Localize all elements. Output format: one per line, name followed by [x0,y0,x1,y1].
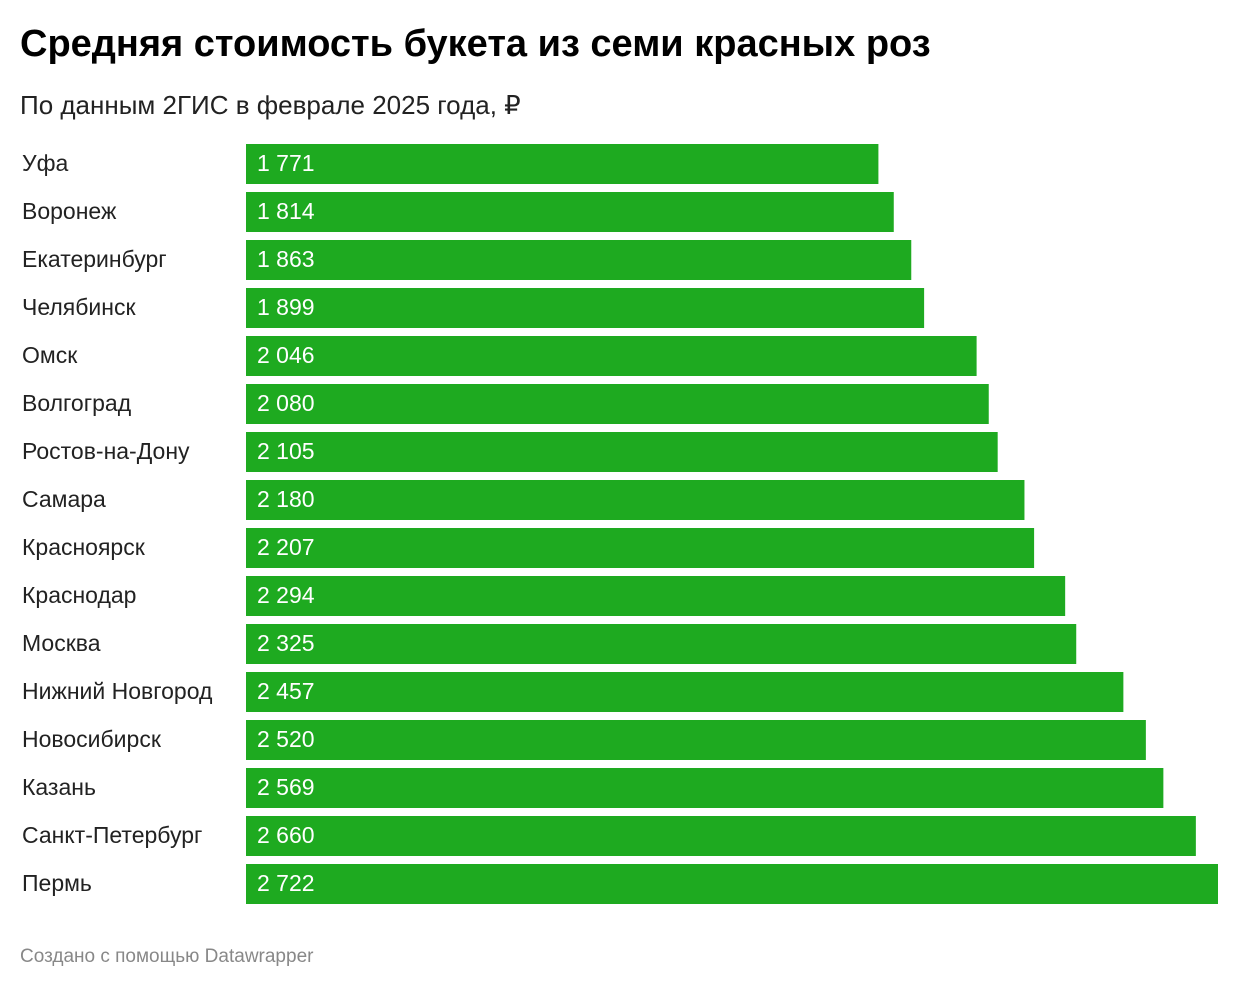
bar [246,672,1124,712]
category-label: Челябинск [22,294,136,320]
value-label: 2 207 [257,534,315,560]
category-label: Омск [22,342,78,368]
value-label: 1 771 [257,150,315,176]
bar [246,816,1196,856]
bar [246,720,1146,760]
bar [246,192,894,232]
category-label: Самара [22,486,106,512]
category-label: Москва [22,630,101,656]
category-label: Новосибирск [22,726,162,752]
category-label: Уфа [22,150,69,176]
value-label: 2 180 [257,486,315,512]
bar [246,144,879,184]
category-label: Волгоград [22,390,132,416]
bar [246,624,1077,664]
category-label: Казань [22,774,96,800]
bar [246,384,989,424]
bar [246,240,912,280]
category-label: Пермь [22,870,92,896]
value-label: 2 105 [257,438,315,464]
bar [246,576,1066,616]
value-label: 2 520 [257,726,315,752]
value-label: 1 863 [257,246,315,272]
chart-title: Средняя стоимость букета из семи красных… [20,23,931,65]
category-label: Нижний Новгород [22,678,213,704]
bar [246,528,1035,568]
category-label: Красноярск [22,534,146,560]
bar [246,480,1025,520]
category-label: Воронеж [22,198,117,224]
value-label: 2 457 [257,678,315,704]
category-label: Санкт-Петербург [22,822,202,848]
category-label: Краснодар [22,582,136,608]
bar [246,288,925,328]
bar [246,336,977,376]
value-label: 2 294 [257,582,315,608]
credit: Создано с помощью Datawrapper [20,946,314,967]
value-label: 1 814 [257,198,315,224]
bar [246,768,1164,808]
category-label: Ростов-на-Дону [22,438,190,464]
value-label: 1 899 [257,294,315,320]
bar [246,864,1218,904]
value-label: 2 660 [257,822,315,848]
value-label: 2 080 [257,390,315,416]
value-label: 2 325 [257,630,315,656]
value-label: 2 569 [257,774,315,800]
bar [246,432,998,472]
category-label: Екатеринбург [22,246,167,272]
chart-subtitle: По данным 2ГИС в феврале 2025 года, ₽ [20,90,521,120]
value-label: 2 046 [257,342,315,368]
value-label: 2 722 [257,870,315,896]
